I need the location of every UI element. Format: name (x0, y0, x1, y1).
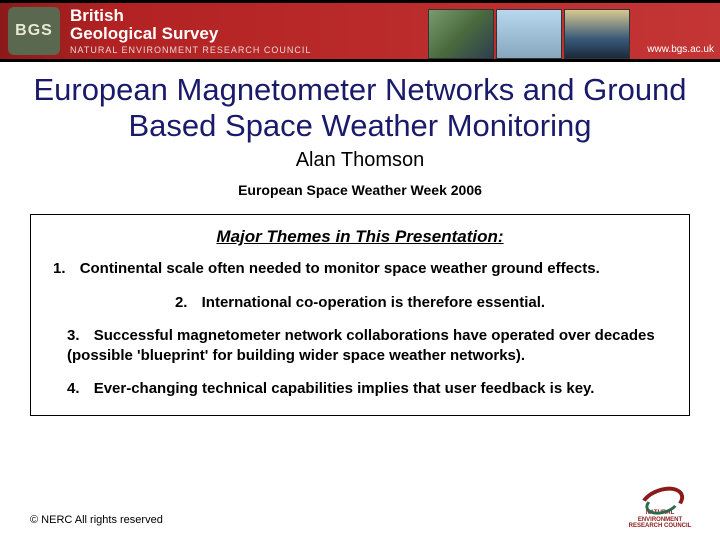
theme-text: International co-operation is therefore … (202, 294, 545, 311)
header-image-strip (428, 9, 630, 59)
themes-heading: Major Themes in This Presentation: (47, 227, 673, 247)
theme-number: 4. (67, 379, 80, 399)
bgs-logo-text: BGS (15, 22, 53, 40)
theme-item-3: 3. Successful magnetometer network colla… (47, 326, 673, 365)
nerc-logo: NATURAL ENVIRONMENT RESEARCH COUNCIL (620, 484, 700, 530)
theme-text: Successful magnetometer network collabor… (67, 327, 655, 364)
theme-text: Continental scale often needed to monito… (80, 260, 600, 277)
theme-item-4: 4. Ever-changing technical capabilities … (47, 379, 673, 399)
themes-box: Major Themes in This Presentation: 1. Co… (30, 214, 690, 416)
copyright-footer: © NERC All rights reserved (30, 514, 163, 526)
header-bar: BGS British Geological Survey NATURAL EN… (0, 0, 720, 62)
theme-item-2: 2. International co-operation is therefo… (47, 293, 673, 313)
theme-text: Ever-changing technical capabilities imp… (94, 380, 595, 397)
org-subtitle: NATURAL ENVIRONMENT RESEARCH COUNCIL (70, 45, 311, 55)
bgs-logo: BGS (8, 7, 60, 55)
org-name: British Geological Survey (70, 7, 311, 43)
slide-title: European Magnetometer Networks and Groun… (0, 72, 720, 143)
nerc-swirl-icon (639, 484, 681, 508)
org-name-block: British Geological Survey NATURAL ENVIRO… (70, 7, 311, 55)
theme-item-1: 1. Continental scale often needed to mon… (47, 259, 673, 279)
theme-number: 2. (175, 293, 188, 313)
author-name: Alan Thomson (0, 149, 720, 172)
header-url: www.bgs.ac.uk (647, 44, 714, 55)
theme-number: 3. (67, 326, 80, 346)
header-photo-3 (564, 9, 630, 59)
header-photo-1 (428, 9, 494, 59)
header-photo-2 (496, 9, 562, 59)
event-name: European Space Weather Week 2006 (0, 182, 720, 198)
theme-number: 1. (53, 259, 66, 279)
